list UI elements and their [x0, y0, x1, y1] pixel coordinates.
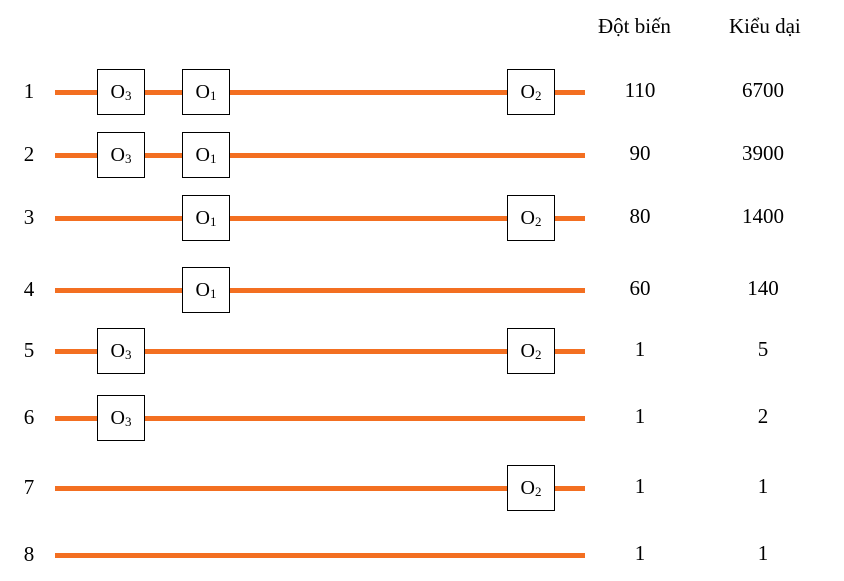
operator-subscript: 1 [209, 286, 217, 301]
mutant-value: 1 [634, 337, 646, 361]
mutant-value: 60 [629, 276, 651, 300]
operator-subscript: 1 [209, 151, 217, 166]
operator-subscript: 1 [209, 214, 217, 229]
operator-letter: O [520, 476, 535, 499]
wild-type-value: 3900 [742, 141, 784, 165]
dna-line [55, 553, 585, 558]
dna-line [55, 486, 585, 491]
operator-letter: O [195, 206, 210, 229]
header-wild-type: Kiểu dại [729, 14, 801, 38]
mutant-value: 1 [634, 474, 646, 498]
wild-type-value: 1 [757, 474, 769, 498]
construct-row-4: 4 O 1 60 140 [0, 265, 844, 315]
dna-line [55, 349, 585, 354]
construct-row-8: 8 1 1 [0, 530, 844, 580]
mutant-value: 1 [634, 404, 646, 428]
operator-letter: O [195, 143, 210, 166]
operator-subscript: 2 [534, 214, 542, 229]
wild-type-value: 5 [757, 337, 769, 361]
operator-subscript: 3 [124, 151, 132, 166]
operator-letter: O [110, 406, 125, 429]
wild-type-value: 1400 [742, 204, 784, 228]
row-number: 4 [23, 277, 35, 301]
operator-subscript: 3 [124, 347, 132, 362]
operator-subscript: 3 [124, 88, 132, 103]
operator-letter: O [195, 80, 210, 103]
operator-letter: O [110, 80, 125, 103]
row-number: 7 [23, 475, 35, 499]
operator-letter: O [110, 339, 125, 362]
dna-line [55, 216, 585, 221]
construct-row-1: 1 O 3 O 1 O 2 110 6700 [0, 67, 844, 117]
operator-subscript: 2 [534, 347, 542, 362]
construct-row-3: 3 O 1 O 2 80 1400 [0, 193, 844, 243]
dna-line [55, 416, 585, 421]
wild-type-value: 140 [747, 276, 779, 300]
header-mutant: Đột biến [598, 14, 671, 38]
construct-row-2: 2 O 3 O 1 90 3900 [0, 130, 844, 180]
operator-letter: O [110, 143, 125, 166]
operator-subscript: 3 [124, 414, 132, 429]
mutant-value: 90 [629, 141, 651, 165]
mutant-value: 1 [634, 541, 646, 565]
dna-line [55, 288, 585, 293]
row-number: 2 [23, 142, 35, 166]
dna-line [55, 90, 585, 95]
dna-line [55, 153, 585, 158]
operator-letter: O [520, 339, 535, 362]
operator-subscript: 2 [534, 484, 542, 499]
operator-subscript: 1 [209, 88, 217, 103]
row-number: 1 [23, 79, 35, 103]
mutant-value: 80 [629, 204, 651, 228]
operator-subscript: 2 [534, 88, 542, 103]
wild-type-value: 2 [757, 404, 769, 428]
row-number: 3 [23, 205, 35, 229]
row-number: 5 [23, 338, 35, 362]
mutant-value: 110 [624, 78, 656, 102]
wild-type-value: 1 [757, 541, 769, 565]
operator-letter: O [195, 278, 210, 301]
row-number: 8 [23, 542, 35, 566]
operator-letter: O [520, 80, 535, 103]
wild-type-value: 6700 [742, 78, 784, 102]
row-number: 6 [23, 405, 35, 429]
operator-letter: O [520, 206, 535, 229]
